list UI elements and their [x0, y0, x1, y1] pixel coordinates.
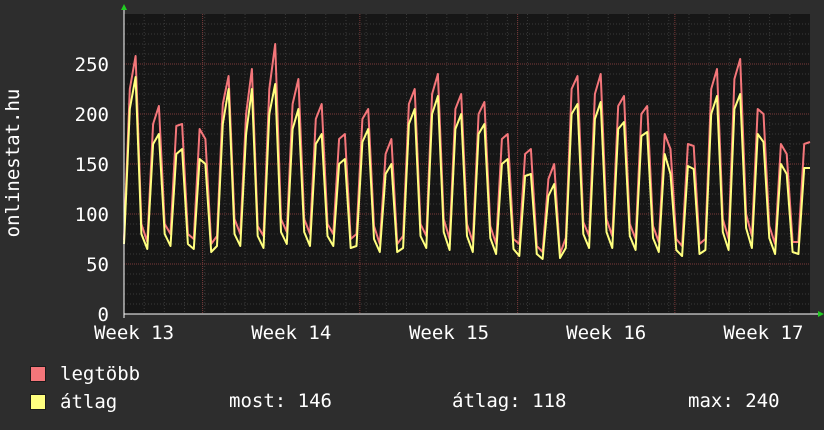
x-tick-label: Week 13	[94, 322, 174, 344]
y-tick-label: 0	[98, 304, 109, 326]
legend-label-max: legtöbb	[60, 363, 141, 385]
legend-label-avg: átlag	[60, 391, 118, 413]
x-tick-label: Week 14	[251, 322, 331, 344]
y-tick-label: 100	[75, 204, 109, 226]
legend-item-avg: átlag	[30, 390, 117, 414]
vertical-axis-label: onlinestat.hu	[2, 88, 24, 238]
stat-maximum: max: 240	[688, 390, 780, 412]
legend-swatch-max	[30, 366, 46, 382]
x-tick-label: Week 15	[409, 322, 489, 344]
stat-average: átlag: 118	[452, 390, 567, 412]
x-axis-arrow	[818, 311, 824, 317]
y-axis-arrow	[121, 4, 127, 10]
x-tick-label: Week 16	[566, 322, 646, 344]
legend-item-max: legtöbb	[30, 362, 140, 386]
series-line-atlag	[123, 76, 810, 260]
y-tick-label: 250	[75, 54, 109, 76]
legend-swatch-avg	[30, 394, 46, 410]
y-tick-label: 50	[86, 254, 109, 276]
stat-current: most: 146	[229, 390, 332, 412]
x-tick-label: Week 17	[723, 322, 803, 344]
y-tick-label: 200	[75, 104, 109, 126]
y-tick-label: 150	[75, 154, 109, 176]
